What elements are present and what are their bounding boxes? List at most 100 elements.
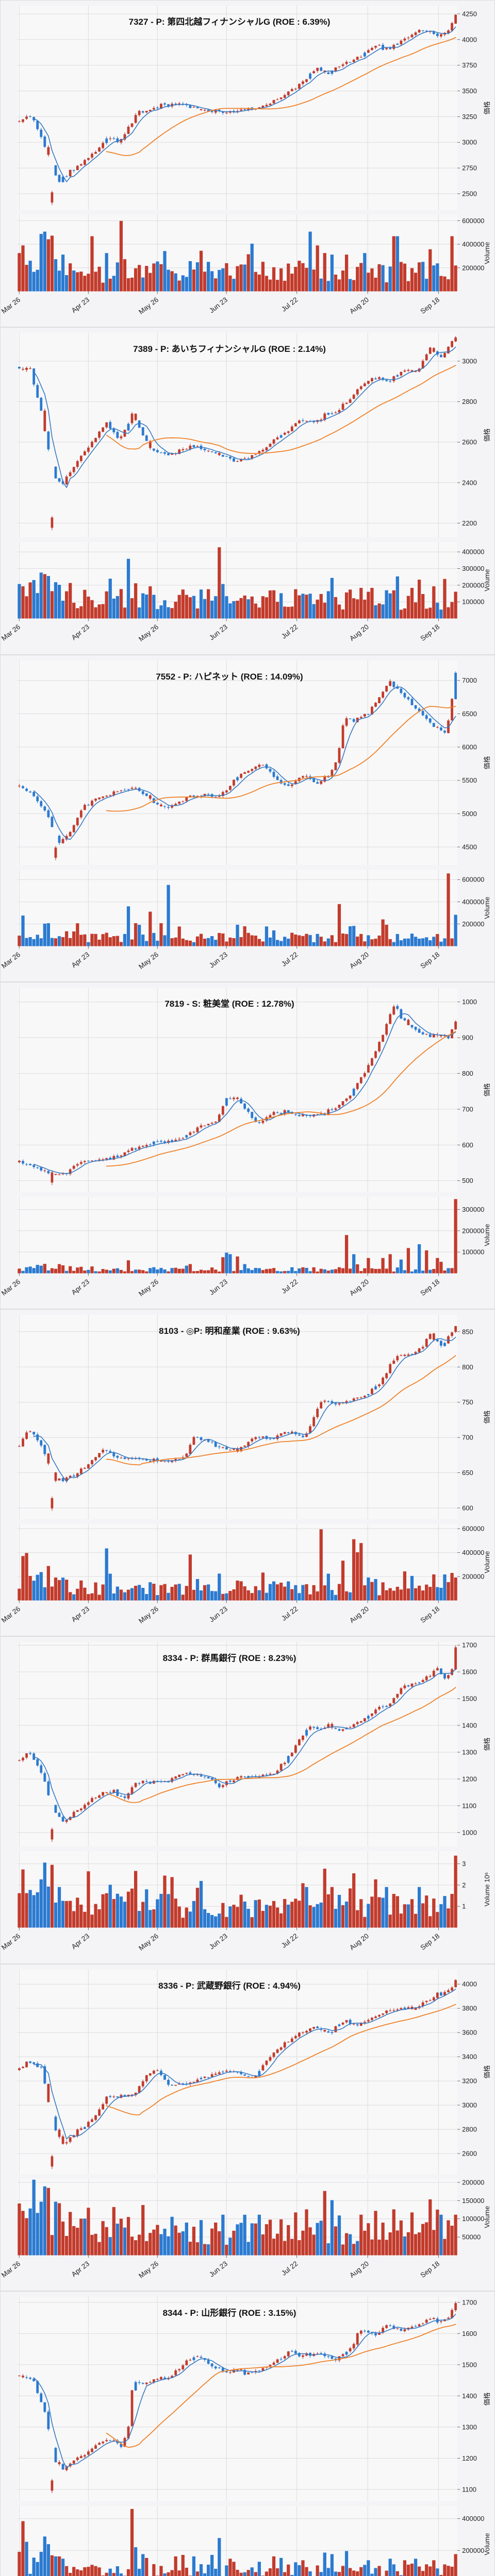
- candlestick-volume-figure: 2600 2800 3000 3200 3400 3600 3800 4000 50000 100…: [1, 1969, 491, 2280]
- svg-text:400000: 400000: [462, 2515, 484, 2522]
- svg-text:3750: 3750: [462, 61, 477, 69]
- svg-text:600000: 600000: [462, 875, 484, 883]
- svg-text:Sep 18: Sep 18: [419, 2260, 441, 2279]
- svg-text:2200: 2200: [462, 519, 477, 527]
- svg-text:価格: 価格: [483, 101, 491, 114]
- svg-text:100000: 100000: [462, 1248, 484, 1256]
- svg-text:2800: 2800: [462, 2125, 477, 2133]
- svg-text:6500: 6500: [462, 709, 477, 717]
- svg-text:Jul 22: Jul 22: [280, 623, 300, 640]
- stock-chart-8336: 2600 2800 3000 3200 3400 3600 3800 4000 50000 100…: [0, 1963, 495, 2292]
- svg-text:4250: 4250: [462, 10, 477, 18]
- svg-text:May 26: May 26: [137, 623, 160, 643]
- svg-text:400000: 400000: [462, 241, 484, 248]
- svg-text:1100: 1100: [462, 1802, 476, 1810]
- svg-text:1300: 1300: [462, 1749, 477, 1756]
- candlestick-volume-figure: 1100 1200 1300 1400 1500 1600 1700 200000 400000…: [17, 2297, 491, 2576]
- svg-text:7000: 7000: [462, 676, 477, 684]
- svg-text:May 26: May 26: [137, 1932, 160, 1952]
- svg-text:300000: 300000: [462, 565, 484, 572]
- svg-text:Jul 22: Jul 22: [280, 1278, 300, 1295]
- svg-text:Jun 23: Jun 23: [208, 296, 229, 315]
- svg-text:1300: 1300: [462, 2423, 477, 2431]
- svg-text:Volume: Volume: [483, 896, 491, 919]
- svg-text:Mar 26: Mar 26: [1, 1932, 22, 1952]
- svg-text:Jul 22: Jul 22: [280, 1605, 300, 1622]
- svg-text:3600: 3600: [462, 2028, 477, 2036]
- svg-text:3000: 3000: [462, 358, 477, 365]
- svg-text:1000: 1000: [462, 1829, 477, 1837]
- svg-text:Apr 23: Apr 23: [70, 1932, 91, 1951]
- svg-text:Mar 26: Mar 26: [1, 2260, 22, 2279]
- svg-text:600: 600: [462, 1504, 473, 1512]
- svg-text:Volume: Volume: [483, 1551, 491, 1573]
- svg-text:1200: 1200: [462, 1775, 477, 1783]
- candlestick-volume-figure: 2200 2400 2600 2800 3000 100000 200000 300000 40…: [1, 333, 491, 643]
- svg-text:1: 1: [462, 1903, 466, 1910]
- svg-text:850: 850: [462, 1328, 473, 1335]
- svg-text:Mar 26: Mar 26: [1, 1605, 22, 1624]
- svg-text:Jun 23: Jun 23: [208, 623, 229, 642]
- stock-chart-7552: 4500 5000 5500 6000 6500 7000 200000 400000 6000…: [0, 654, 495, 982]
- svg-text:Mar 26: Mar 26: [1, 296, 22, 315]
- svg-text:900: 900: [462, 1033, 473, 1041]
- svg-text:150000: 150000: [462, 2197, 484, 2205]
- svg-text:価格: 価格: [483, 429, 491, 442]
- svg-text:700: 700: [462, 1105, 473, 1113]
- svg-text:Aug 20: Aug 20: [348, 1278, 370, 1297]
- svg-text:400000: 400000: [462, 1549, 484, 1556]
- svg-text:Volume 10⁶: Volume 10⁶: [483, 1872, 491, 1907]
- svg-text:2750: 2750: [462, 164, 477, 172]
- stock-chart-7327: 2500 2750 3000 3250 3500 3750 4000 4250 200000 40…: [0, 0, 495, 328]
- svg-text:5000: 5000: [462, 809, 477, 817]
- stock-chart-7389: 2200 2400 2600 2800 3000 100000 200000 300000 40…: [0, 327, 495, 655]
- svg-text:Volume: Volume: [483, 2206, 491, 2228]
- stock-chart-8103: 600 650 700 750 800 850 200000 400000 600000 Mar …: [0, 1309, 495, 1637]
- svg-text:2600: 2600: [462, 438, 477, 446]
- svg-text:100000: 100000: [462, 598, 484, 606]
- svg-text:600: 600: [462, 1141, 473, 1149]
- svg-text:2: 2: [462, 1882, 466, 1889]
- svg-text:Jun 23: Jun 23: [208, 1605, 229, 1624]
- svg-text:750: 750: [462, 1398, 473, 1406]
- svg-text:Sep 18: Sep 18: [419, 1605, 441, 1624]
- svg-text:Volume: Volume: [483, 2533, 491, 2555]
- svg-text:600000: 600000: [462, 217, 484, 225]
- svg-text:Jun 23: Jun 23: [208, 951, 229, 970]
- svg-text:3: 3: [462, 1860, 466, 1868]
- svg-text:4000: 4000: [462, 36, 477, 43]
- svg-text:6000: 6000: [462, 743, 477, 751]
- svg-text:Jun 23: Jun 23: [208, 1278, 229, 1297]
- svg-text:650: 650: [462, 1469, 473, 1477]
- svg-text:Apr 23: Apr 23: [70, 1278, 91, 1296]
- svg-text:2800: 2800: [462, 398, 477, 405]
- svg-text:800: 800: [462, 1070, 473, 1077]
- svg-text:Jul 22: Jul 22: [280, 1932, 300, 1950]
- svg-text:Jul 22: Jul 22: [280, 2260, 300, 2277]
- candlestick-volume-figure: 4500 5000 5500 6000 6500 7000 200000 400000 6000…: [1, 660, 491, 971]
- svg-text:200000: 200000: [462, 920, 484, 927]
- svg-text:Sep 18: Sep 18: [419, 296, 441, 315]
- svg-text:価格: 価格: [483, 1738, 491, 1751]
- svg-text:2500: 2500: [462, 190, 477, 197]
- svg-text:Apr 23: Apr 23: [70, 2260, 91, 2278]
- svg-text:May 26: May 26: [137, 1278, 160, 1298]
- svg-text:Volume: Volume: [483, 569, 491, 591]
- svg-text:400000: 400000: [462, 548, 484, 556]
- svg-text:Jun 23: Jun 23: [208, 2260, 229, 2279]
- svg-text:400000: 400000: [462, 897, 484, 905]
- svg-text:200000: 200000: [462, 1227, 484, 1234]
- candlestick-volume-figure: 2500 2750 3000 3250 3500 3750 4000 4250 200000 40…: [1, 5, 491, 316]
- svg-text:Sep 18: Sep 18: [419, 1278, 441, 1297]
- svg-text:2600: 2600: [462, 2149, 477, 2157]
- svg-text:Mar 26: Mar 26: [1, 623, 22, 642]
- svg-text:Jul 22: Jul 22: [280, 951, 300, 968]
- stock-chart-8334: 1000 1100 1200 1300 1400 1500 1600 1700 1 2 3 Mar 2…: [0, 1636, 495, 1964]
- svg-text:2400: 2400: [462, 479, 477, 487]
- svg-text:Sep 18: Sep 18: [419, 951, 441, 970]
- svg-text:Apr 23: Apr 23: [70, 951, 91, 969]
- svg-text:Aug 20: Aug 20: [348, 296, 370, 315]
- svg-text:3000: 3000: [462, 139, 477, 146]
- svg-text:1700: 1700: [462, 1641, 477, 1649]
- svg-text:100000: 100000: [462, 2215, 484, 2223]
